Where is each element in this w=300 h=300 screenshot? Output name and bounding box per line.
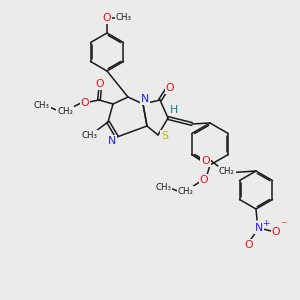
Text: H: H xyxy=(170,105,178,115)
Text: CH₃: CH₃ xyxy=(116,14,132,22)
Text: CH₂: CH₂ xyxy=(57,106,73,116)
Text: O: O xyxy=(81,98,89,108)
Text: O: O xyxy=(200,175,208,185)
Text: CH₃: CH₃ xyxy=(155,182,171,191)
Text: O: O xyxy=(103,13,111,23)
Text: CH₃: CH₃ xyxy=(34,101,50,110)
Text: N: N xyxy=(141,94,149,104)
Text: O: O xyxy=(166,83,174,93)
Text: N: N xyxy=(108,136,116,146)
Text: O: O xyxy=(272,227,280,237)
Text: S: S xyxy=(161,131,169,141)
Text: CH₂: CH₂ xyxy=(219,167,235,176)
Text: CH₂: CH₂ xyxy=(178,187,194,196)
Text: N: N xyxy=(255,223,263,233)
Text: O: O xyxy=(245,240,253,250)
Text: CH₃: CH₃ xyxy=(81,130,97,140)
Text: O: O xyxy=(202,155,210,166)
Text: ⁻: ⁻ xyxy=(280,220,286,232)
Text: +: + xyxy=(262,218,270,227)
Text: O: O xyxy=(96,79,104,89)
